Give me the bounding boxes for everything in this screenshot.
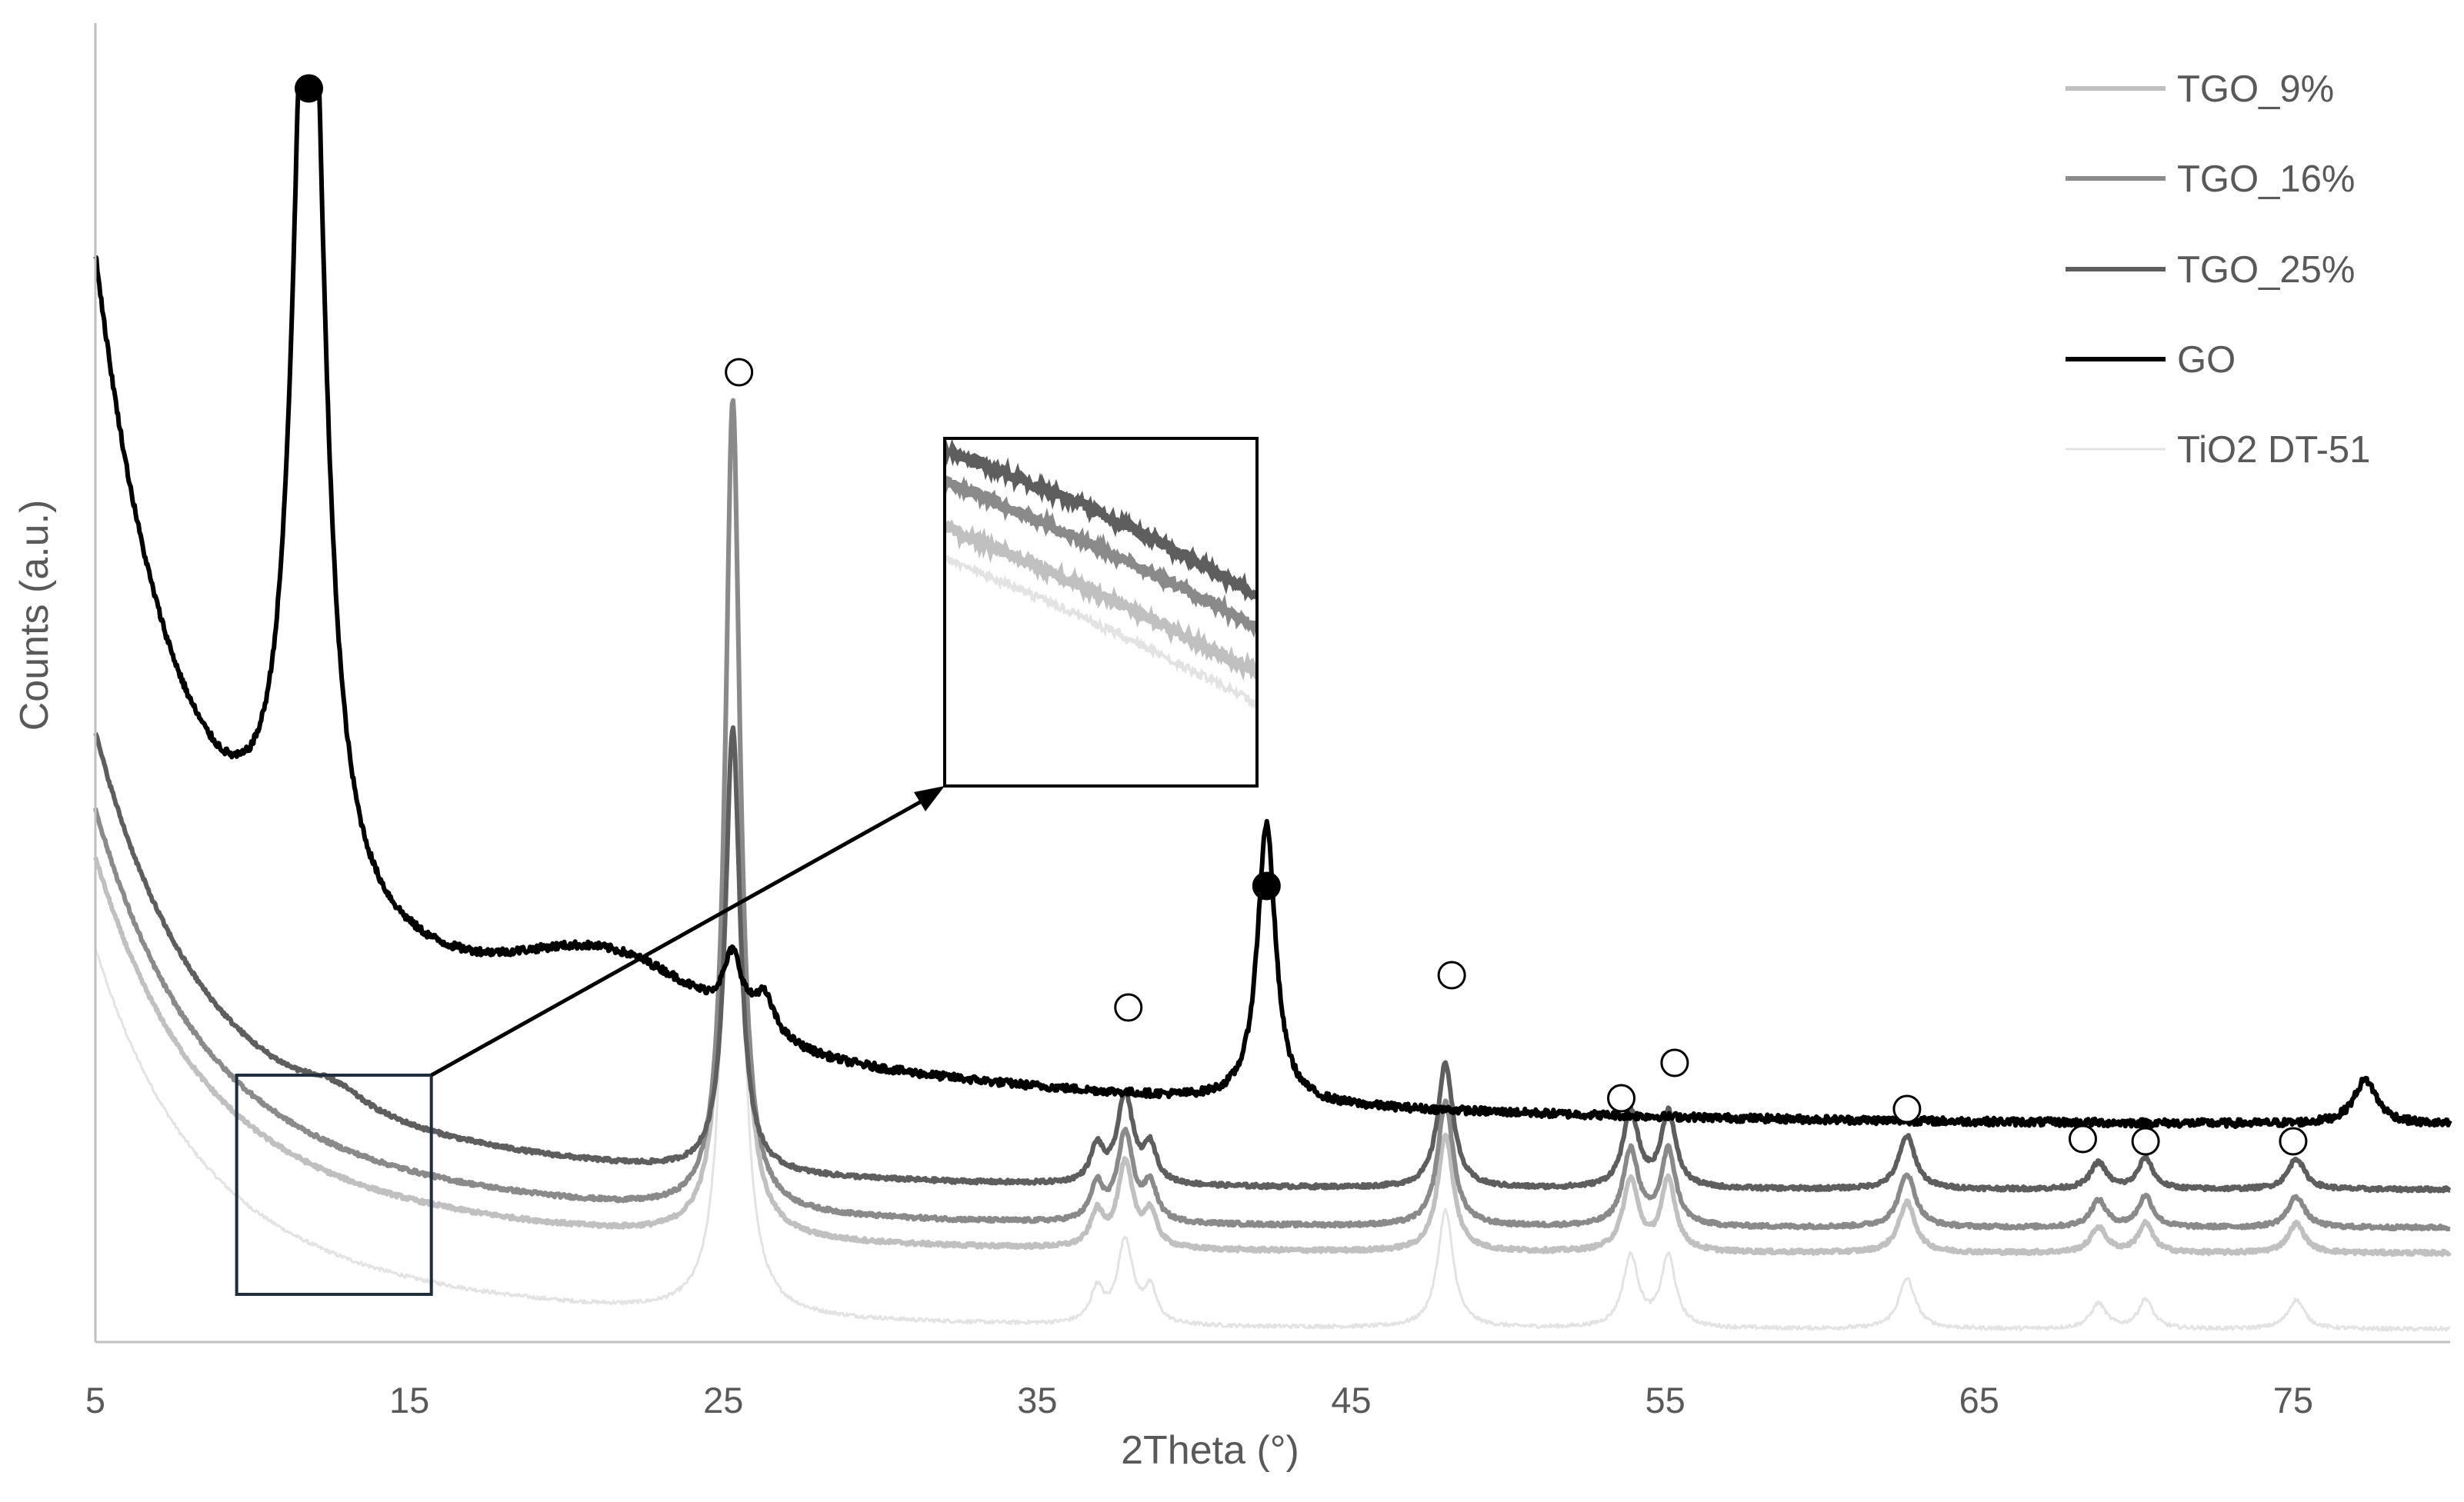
legend-label: TiO2 DT-51: [2177, 429, 2370, 471]
zoom-inset-curves: [945, 438, 1257, 710]
x-tick-label: 55: [1645, 1380, 1685, 1420]
x-axis-title: 2Theta (°): [1121, 1428, 1299, 1473]
x-tick-label: 25: [703, 1380, 743, 1420]
x-tick-label: 65: [1959, 1380, 1999, 1420]
legend-label: GO: [2177, 339, 2236, 381]
inset-line-tgo-9-: [945, 519, 1257, 681]
zoom-source-box: [235, 1074, 433, 1296]
legend-label: TGO_9%: [2177, 68, 2334, 110]
x-tick-label: 15: [389, 1380, 429, 1420]
tio2-peak-marker: [2279, 1127, 2308, 1156]
series-line-tio2-dt-51: [94, 451, 2451, 1332]
tio2-peak-marker: [1660, 1048, 1689, 1077]
legend-label: TGO_16%: [2177, 158, 2355, 200]
legend: TGO_9% TGO_16% TGO_25% GO TiO2 DT-51: [2066, 68, 2370, 471]
x-tick-label: 75: [2273, 1380, 2313, 1420]
marker-layer: [295, 74, 2308, 1156]
tio2-peak-marker: [2068, 1124, 2097, 1154]
tio2-peak-marker: [1437, 961, 1466, 990]
zoom-arrow: [430, 793, 934, 1077]
go-peak-marker: [295, 74, 324, 103]
legend-label: TGO_25%: [2177, 249, 2355, 291]
series-line-go: [93, 83, 2452, 1130]
tio2-peak-marker: [725, 358, 754, 387]
tio2-peak-marker: [1607, 1084, 1636, 1113]
series-line-tgo-25-: [93, 725, 2452, 1194]
x-tick-label: 35: [1017, 1380, 1057, 1420]
tio2-peak-marker: [2131, 1127, 2160, 1156]
series-line-tgo-9-: [93, 400, 2452, 1257]
x-tick-label: 45: [1331, 1380, 1371, 1420]
inset-line-tgo-25-: [945, 438, 1257, 602]
inset-line-tio2-dt-51: [945, 554, 1257, 710]
zoom-arrow-head: [914, 786, 945, 811]
tio2-peak-marker: [1114, 993, 1143, 1022]
x-tick-labels: 5 15 25 35 45 55 65 75: [85, 1380, 2313, 1420]
go-peak-marker: [1252, 871, 1281, 901]
y-axis-title: Counts (a.u.): [12, 500, 57, 731]
series-line-tgo-16-: [93, 398, 2452, 1232]
series-layer: [93, 83, 2452, 1332]
zoom-layer: [235, 437, 1259, 1296]
zoom-inset-box: [943, 437, 1259, 788]
tio2-peak-marker: [1892, 1094, 1922, 1124]
x-tick-label: 5: [85, 1380, 105, 1420]
inset-line-tgo-16-: [945, 475, 1257, 638]
